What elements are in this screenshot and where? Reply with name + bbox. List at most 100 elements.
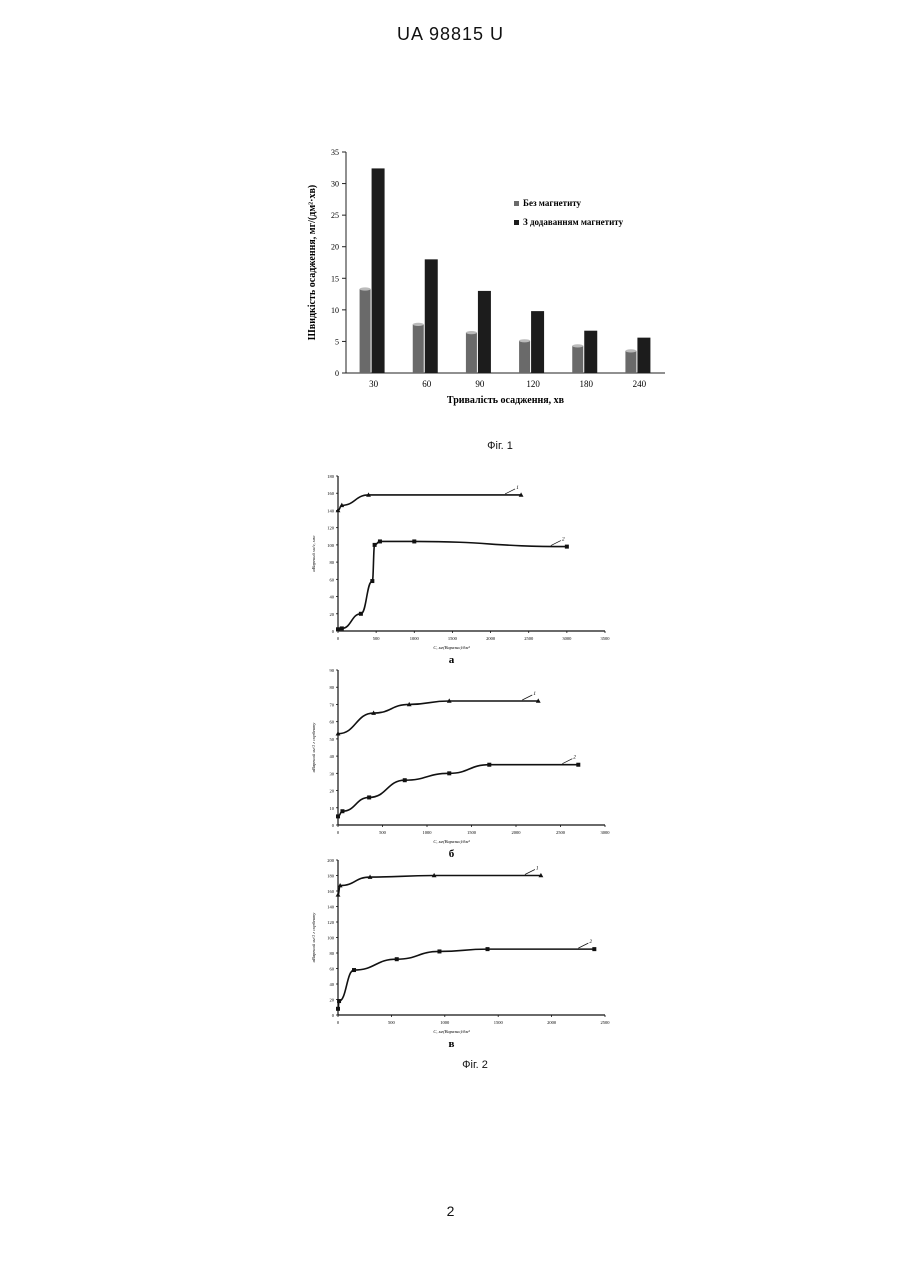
- series-label: 1: [536, 866, 539, 872]
- y-tick-label: 60: [330, 720, 335, 725]
- y-tick-label: 180: [327, 874, 335, 879]
- series-leader-line: [505, 489, 515, 494]
- y-tick-label: 50: [330, 737, 335, 742]
- bar-cap: [625, 349, 636, 352]
- series-leader-line: [562, 759, 572, 764]
- series-line-1: [338, 495, 521, 511]
- y-tick-label: 160: [327, 889, 335, 894]
- series-label: 2: [562, 537, 565, 543]
- x-tick-label: 1500: [448, 636, 458, 641]
- series-leader-line: [551, 541, 561, 546]
- y-tick-label: 20: [330, 789, 335, 794]
- series-label: 1: [533, 691, 536, 697]
- point-marker: [337, 999, 341, 1003]
- x-tick-label: 120: [526, 379, 540, 389]
- y-tick-label: 60: [330, 577, 335, 582]
- point-marker: [592, 947, 596, 951]
- point-marker: [340, 626, 344, 630]
- y-tick-label: 100: [327, 936, 335, 941]
- bar-with-magnetite: [425, 259, 438, 373]
- y-tick-label: 120: [327, 920, 335, 925]
- series-line-2: [338, 949, 594, 1009]
- point-marker: [373, 543, 377, 547]
- x-tick-label: 1500: [494, 1020, 504, 1025]
- bar-without-magnetite: [413, 324, 424, 373]
- y-tick-label: 15: [331, 274, 339, 283]
- y-tick-label: 90: [330, 668, 335, 673]
- point-marker: [359, 612, 363, 616]
- legend-entry: Без магнетиту: [523, 198, 582, 208]
- y-tick-label: 140: [327, 508, 335, 513]
- series-leader-line: [578, 943, 588, 948]
- x-axis-label: С, мг(Виразно)/дм³: [433, 1029, 470, 1035]
- x-tick-label: 1000: [410, 636, 420, 641]
- y-tick-label: 200: [327, 858, 335, 863]
- figure2-caption: Фіг. 2: [375, 1059, 575, 1071]
- figure2a-chart: 0204060801001201401601800500100015002000…: [305, 468, 620, 673]
- y-axis-label: αВарений мг/1 г сорбенту: [311, 723, 316, 773]
- y-tick-label: 140: [327, 905, 335, 910]
- x-tick-label: 0: [337, 830, 340, 835]
- point-marker: [336, 627, 340, 631]
- bar-without-magnetite: [519, 341, 530, 373]
- bar-with-magnetite: [372, 168, 385, 373]
- bar-without-magnetite: [572, 346, 583, 373]
- y-tick-label: 70: [330, 702, 335, 707]
- y-tick-label: 20: [330, 612, 335, 617]
- point-marker: [487, 763, 491, 767]
- page-number: 2: [0, 1203, 901, 1219]
- y-tick-label: 40: [330, 754, 335, 759]
- y-tick-label: 10: [330, 806, 335, 811]
- bar-with-magnetite: [637, 338, 650, 373]
- y-tick-label: 5: [335, 337, 339, 346]
- y-tick-label: 40: [330, 595, 335, 600]
- y-tick-label: 160: [327, 491, 335, 496]
- x-tick-label: 60: [422, 379, 432, 389]
- x-tick-label: 3000: [601, 830, 611, 835]
- x-tick-label: 2000: [547, 1020, 557, 1025]
- x-axis-label: С, мг(Виразно)/дм³: [433, 645, 470, 651]
- x-axis-label: Тривалість осадження, хв: [447, 395, 565, 406]
- y-tick-label: 0: [332, 629, 335, 634]
- y-tick-label: 35: [331, 148, 339, 157]
- y-axis-label: αВарений мг/1 г сорбенту: [311, 913, 316, 963]
- series-label: 1: [516, 485, 519, 491]
- figure1-caption: Фіг. 1: [400, 440, 600, 452]
- x-tick-label: 2000: [512, 830, 522, 835]
- bar-without-magnetite: [466, 333, 477, 373]
- bar-without-magnetite: [625, 351, 636, 373]
- series-leader-line: [525, 870, 535, 875]
- point-marker: [367, 795, 371, 799]
- x-tick-label: 1500: [467, 830, 477, 835]
- point-marker: [486, 947, 490, 951]
- bar-with-magnetite: [478, 291, 491, 373]
- point-marker: [437, 949, 441, 953]
- legend-swatch: [514, 201, 519, 206]
- figure2c-chart: 0204060801001201401601802000500100015002…: [305, 852, 620, 1057]
- point-marker: [340, 809, 344, 813]
- x-tick-label: 2000: [486, 636, 496, 641]
- y-tick-label: 10: [331, 306, 339, 315]
- y-tick-label: 100: [327, 543, 335, 548]
- y-tick-label: 0: [332, 1013, 335, 1018]
- x-tick-label: 2500: [556, 830, 566, 835]
- series-label: 2: [573, 755, 576, 761]
- bar-cap: [466, 331, 477, 334]
- point-marker: [370, 579, 374, 583]
- series-line-2: [338, 541, 567, 629]
- y-axis-label: Швидкість осадження, мг/(дм²·хв): [307, 185, 318, 340]
- y-tick-label: 40: [330, 982, 335, 987]
- x-tick-label: 0: [337, 636, 340, 641]
- bar-cap: [572, 344, 583, 347]
- x-tick-label: 2500: [524, 636, 534, 641]
- point-marker: [336, 1007, 340, 1011]
- x-tick-label: 3000: [562, 636, 572, 641]
- bar-with-magnetite: [531, 311, 544, 373]
- patent-header: UA 98815 U: [0, 24, 901, 45]
- x-tick-label: 500: [388, 1020, 396, 1025]
- bar-cap: [413, 323, 424, 326]
- point-marker: [336, 814, 340, 818]
- point-marker: [403, 778, 407, 782]
- y-tick-label: 80: [330, 951, 335, 956]
- subfigure-label: в: [449, 1038, 455, 1050]
